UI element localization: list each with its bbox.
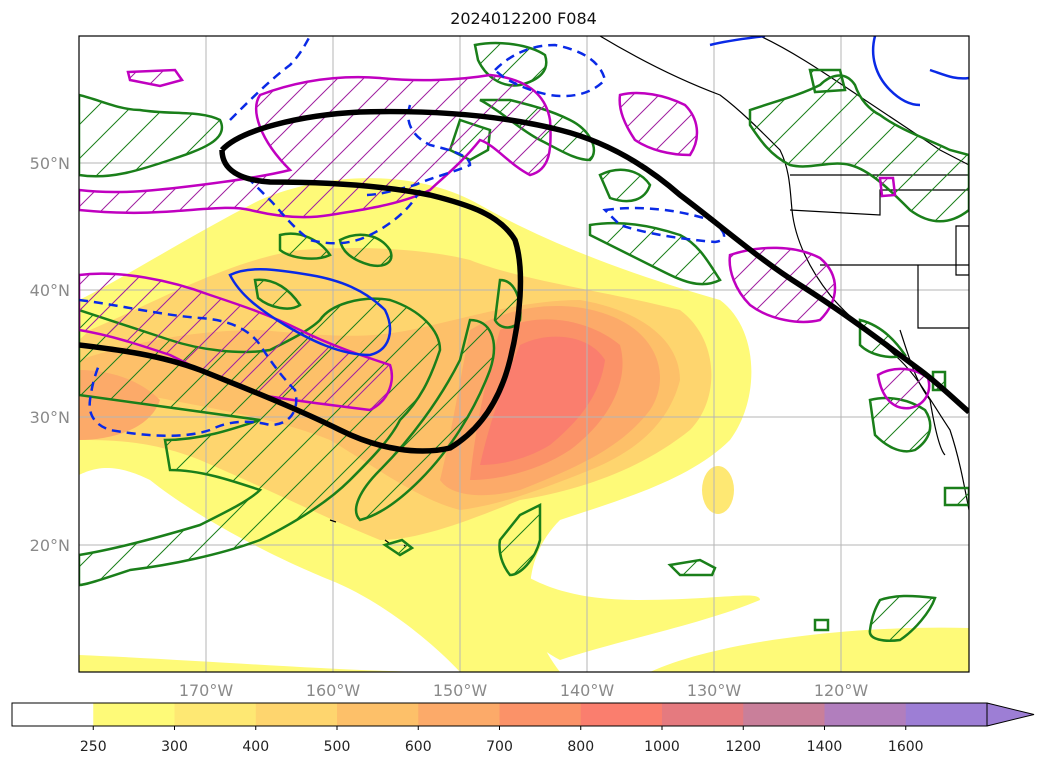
- colorbar-segment: [174, 703, 257, 726]
- lon-label-150w: 150°W: [433, 681, 488, 700]
- colorbar: 250 300 400 500 600 700 800 1000 1200 1400 1600: [11, 702, 1035, 755]
- colorbar-segment: [743, 703, 825, 726]
- colorbar-extend-outline: [986, 702, 1035, 727]
- colorbar-tick-label: 1600: [888, 739, 924, 755]
- colorbar-segment: [580, 703, 663, 726]
- map-frame: [78, 35, 970, 673]
- longitude-labels: 170°W 160°W 150°W 140°W 130°W 120°W: [179, 681, 869, 700]
- blue-contours: [79, 36, 969, 437]
- colorbar-tick-label: 1200: [725, 739, 761, 755]
- lon-label-170w: 170°W: [179, 681, 234, 700]
- colorbar-segment: [337, 703, 419, 726]
- lon-label-120w: 120°W: [814, 681, 869, 700]
- lat-label-50: 50°N: [30, 154, 70, 173]
- colorbar-segment: [93, 703, 175, 726]
- colorbar-segment: [255, 703, 338, 726]
- colorbar-segment: [12, 703, 94, 726]
- colorbar-tick-label: 800: [567, 739, 594, 755]
- colorbar-segment: [499, 703, 582, 726]
- green-hatched-contours: [79, 41, 969, 642]
- lon-label-160w: 160°W: [306, 681, 361, 700]
- colorbar-tick-label: 600: [405, 739, 432, 755]
- colorbar-segment: [824, 703, 907, 726]
- lat-label-20: 20°N: [30, 536, 70, 555]
- colorbar-segment: [418, 703, 500, 726]
- colorbar-tick-label: 400: [242, 739, 269, 755]
- jet-contour-north: [219, 108, 969, 415]
- colorbar-segments: [12, 703, 988, 726]
- colorbar-tick-label: 1400: [807, 739, 843, 755]
- map-title: 2024012200 F084: [450, 9, 597, 28]
- latitude-labels: 50°N 40°N 30°N 20°N: [30, 154, 70, 555]
- colorbar-segment: [662, 703, 744, 726]
- colorbar-ticks: 250 300 400 500 600 700 800 1000 1200 1400 1600: [80, 726, 924, 755]
- map-plot-area: [79, 36, 969, 672]
- colorbar-tick-label: 300: [161, 739, 188, 755]
- colorbar-tick-label: 700: [486, 739, 513, 755]
- colorbar-segment: [905, 703, 988, 726]
- colorbar-tick-label: 500: [324, 739, 351, 755]
- lon-label-130w: 130°W: [687, 681, 742, 700]
- lon-label-140w: 140°W: [560, 681, 615, 700]
- lat-label-40: 40°N: [30, 281, 70, 300]
- jet-contour-loop: [79, 149, 524, 454]
- lat-label-30: 30°N: [30, 408, 70, 427]
- colorbar-extend-arrow: [987, 703, 1034, 726]
- colorbar-tick-label: 250: [80, 739, 107, 755]
- colorbar-tick-label: 1000: [644, 739, 680, 755]
